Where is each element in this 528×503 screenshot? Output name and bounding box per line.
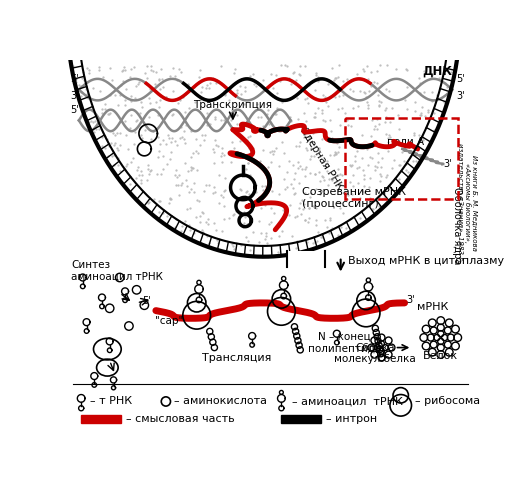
Text: мРНК: мРНК bbox=[417, 302, 448, 312]
Text: – интрон: – интрон bbox=[326, 414, 377, 424]
Text: Созревание мРНК
(процессинг): Созревание мРНК (процессинг) bbox=[302, 187, 406, 209]
Text: ДНК: ДНК bbox=[422, 64, 452, 77]
Bar bbox=[281, 415, 322, 423]
Text: Ядерная РНК: Ядерная РНК bbox=[298, 126, 345, 192]
Bar bbox=[344, 118, 458, 199]
Text: 3': 3' bbox=[406, 295, 415, 305]
Text: Белок: Белок bbox=[423, 351, 458, 361]
Text: Выход мРНК в цитоплазму: Выход мРНК в цитоплазму bbox=[348, 257, 504, 267]
Text: 3': 3' bbox=[456, 91, 465, 101]
Text: Транскрипция: Транскрипция bbox=[193, 100, 272, 110]
Bar bbox=[287, 252, 325, 267]
Text: 3': 3' bbox=[71, 91, 79, 101]
Text: поли А: поли А bbox=[387, 137, 424, 147]
Text: – рибосома: – рибосома bbox=[414, 396, 480, 406]
Text: 5': 5' bbox=[71, 74, 79, 84]
Text: – аминоацил  тРНК: – аминоацил тРНК bbox=[292, 396, 403, 406]
Text: "сар": "сар" bbox=[155, 316, 183, 326]
Bar bbox=[81, 415, 121, 423]
Text: N – конец
полипептида: N – конец полипептида bbox=[308, 332, 381, 354]
Text: Оболочка ядра: Оболочка ядра bbox=[452, 187, 462, 265]
Text: 5': 5' bbox=[71, 105, 79, 115]
Text: – аминокислота: – аминокислота bbox=[174, 396, 267, 406]
Text: Трансляция: Трансляция bbox=[202, 353, 271, 363]
Text: Сборка
молекул белка: Сборка молекул белка bbox=[334, 343, 416, 364]
Text: 5': 5' bbox=[142, 296, 150, 306]
Text: 5': 5' bbox=[456, 74, 465, 84]
Text: Синтез
аминоацил тРНК: Синтез аминоацил тРНК bbox=[71, 260, 163, 282]
Text: – смысловая часть: – смысловая часть bbox=[126, 414, 234, 424]
Text: 3': 3' bbox=[443, 158, 452, 169]
Text: Из книги Б. М. Медникова
«Аксиомы биологии»,
издательство «Знание», 1983 г.: Из книги Б. М. Медникова «Аксиомы биолог… bbox=[457, 143, 478, 263]
Text: – т РНК: – т РНК bbox=[90, 396, 133, 406]
